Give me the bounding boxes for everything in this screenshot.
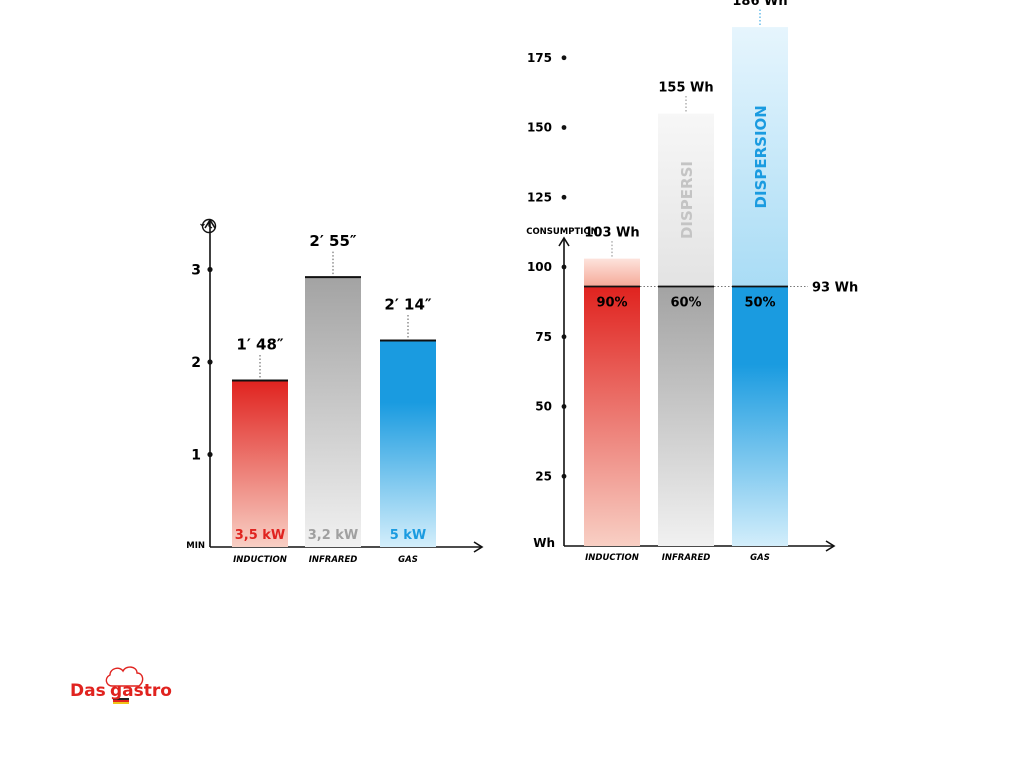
chart2-y-tick-label: 150 (527, 121, 552, 135)
chart1-value-label: 1′ 48″ (236, 336, 283, 354)
chart1-bars: 1′ 48″ 3,5 kW INDUCTION 2′ 55″ 3,2 kW INFRARE… (232, 232, 436, 565)
reference-line-label: 93 Wh (812, 281, 858, 296)
chart2-bars: 90% 103 Wh INDUCTION 60% DISPERSI 155 Wh INFRA… (584, 0, 788, 563)
chart2-x-axis-arrow (825, 540, 836, 552)
chart2-y-tick-label: 75 (535, 330, 552, 344)
chart2-total-label: 186 Wh (732, 0, 787, 9)
chart1-y-ticks: 1 2 3 (191, 263, 213, 464)
flag-stripe-gold (113, 702, 129, 704)
chart1-tick-dot (207, 266, 213, 273)
chart1-value-label: 2′ 14″ (384, 295, 431, 313)
chart1-y-unit-label: MIN (186, 541, 205, 551)
flag-stripe-red (113, 700, 129, 702)
consumption-chart: CONSUMPTION 255075100125150175200 90%103… (526, 0, 858, 563)
chart2-bar-dispersion-induction (584, 258, 640, 287)
chart2-bar-used-infrared (658, 286, 714, 546)
chart2-efficiency-label: 50% (744, 296, 775, 311)
chart2-y-tick-label: 125 (527, 190, 552, 204)
chart2-bar-dispersion-infrared (658, 113, 714, 287)
chart2-y-tick-label: 25 (535, 469, 552, 483)
chart1-power-label: 3,5 kW (235, 528, 286, 543)
chart1-bar-induction (232, 380, 288, 547)
chart2-tick-dot (561, 404, 567, 409)
chart1-power-label: 3,2 kW (308, 528, 359, 543)
chart2-category-label: INDUCTION (585, 553, 639, 563)
chart2-efficiency-label: 90% (596, 296, 627, 311)
chart2-bar-used-induction (584, 286, 640, 546)
chart1-bar-gas (380, 340, 436, 547)
chart1-power-label: 5 kW (390, 528, 427, 543)
chart2-y-tick-label: 175 (527, 51, 552, 65)
chart2-bar-dispersion-gas (732, 27, 788, 287)
chart1-tick-dot (207, 359, 213, 365)
chart2-y-axis-title: CONSUMPTION (526, 227, 598, 237)
cooking-time-chart: 1 2 3 1′ 48″ 3,5 kW INDUCTION 2′ 55″ 3,2 kW INF… (186, 218, 484, 565)
chart1-y-axis-arrow (204, 218, 216, 229)
clock-history-icon (200, 218, 217, 234)
chart1-category-label: INDUCTION (233, 555, 287, 565)
logo-text-das: Das (70, 681, 106, 701)
reference-line: 93 Wh (640, 281, 858, 296)
chart1-value-label: 2′ 55″ (309, 232, 356, 250)
chart1-bar-infrared (305, 277, 361, 547)
chart1-y-tick-label: 2 (191, 355, 201, 371)
chart2-tick-dot (561, 55, 567, 61)
chart2-total-label: 155 Wh (658, 81, 713, 96)
chart2-dispersion-label: DISPERSI (678, 161, 696, 239)
chart2-tick-dot (561, 125, 567, 130)
chart2-bar-used-gas (732, 286, 788, 546)
chart2-dispersion-label: DISPERSION (752, 105, 770, 208)
chart2-category-label: INFRARED (662, 553, 711, 563)
chart2-y-unit-label: Wh (533, 536, 555, 550)
chart2-y-ticks: 255075100125150175200 (527, 51, 567, 483)
chart2-tick-dot (561, 264, 567, 270)
chart2-y-axis-arrow (558, 236, 570, 247)
chart2-y-tick-label: 50 (535, 400, 552, 414)
chart2-tick-dot (561, 473, 567, 479)
chart1-y-tick-label: 3 (191, 263, 201, 279)
logo-text-gastro: gastro (110, 681, 172, 701)
flag-stripe-black (113, 698, 129, 700)
chart1-x-axis-arrow (473, 541, 484, 553)
chart2-tick-dot (561, 194, 567, 200)
chart2-y-tick-label: 100 (527, 260, 552, 274)
chart2-total-label: 103 Wh (584, 226, 639, 241)
dasgastro-logo: Das gastro (70, 666, 172, 704)
chart1-y-tick-label: 1 (191, 448, 201, 464)
chart1-category-label: GAS (398, 555, 418, 565)
chart1-tick-dot (207, 451, 213, 458)
chart2-efficiency-label: 60% (670, 296, 701, 311)
chart1-category-label: INFRARED (309, 555, 358, 565)
chart2-category-label: GAS (750, 553, 770, 563)
chart2-tick-dot (561, 334, 567, 340)
chef-hat-icon (105, 666, 144, 687)
